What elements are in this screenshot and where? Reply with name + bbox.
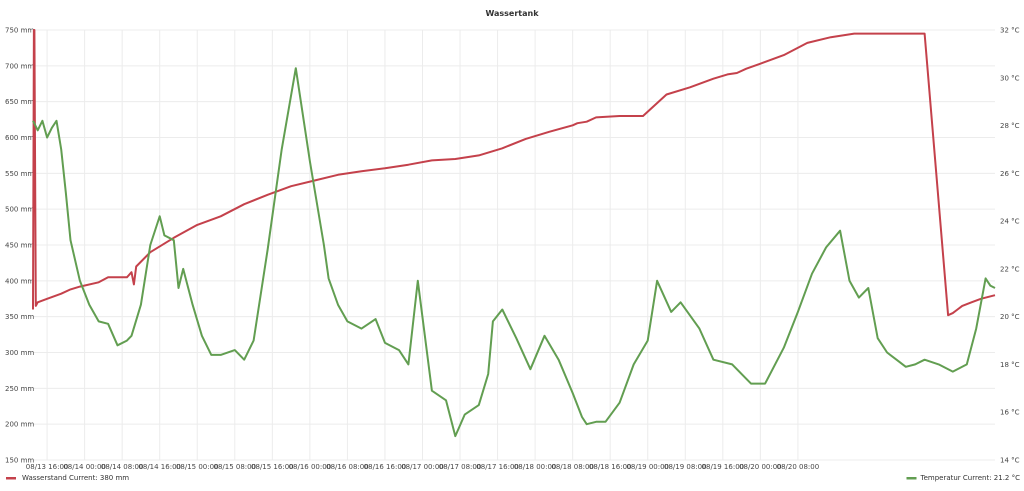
y-right-tick-label: 14 °C <box>1000 457 1020 465</box>
x-tick-label: 08/20 00:00 <box>739 463 782 471</box>
x-tick-label: 08/18 08:00 <box>551 463 594 471</box>
y-right-tick-label: 24 °C <box>1000 218 1020 226</box>
legend-swatch <box>906 477 917 480</box>
y-left-tick-label: 300 mm <box>5 349 34 357</box>
chart-title: Wassertank <box>485 9 539 18</box>
legend-swatch <box>6 477 16 480</box>
y-right-tick-label: 16 °C <box>1000 409 1020 417</box>
y-left-tick-label: 150 mm <box>5 457 34 465</box>
x-tick-label: 08/15 00:00 <box>176 463 219 471</box>
y-left-tick-label: 350 mm <box>5 313 34 321</box>
x-tick-label: 08/17 16:00 <box>476 463 519 471</box>
y-right-tick-label: 28 °C <box>1000 122 1020 130</box>
y-left-tick-label: 450 mm <box>5 242 34 250</box>
y-left-tick-label: 700 mm <box>5 62 34 70</box>
x-tick-label: 08/14 08:00 <box>101 463 144 471</box>
x-tick-label: 08/18 16:00 <box>589 463 632 471</box>
x-tick-label: 08/15 16:00 <box>251 463 294 471</box>
series-line-wasserstand <box>32 29 996 317</box>
y-right-tick-label: 32 °C <box>1000 27 1020 35</box>
series-line-temperatur <box>32 67 996 438</box>
x-tick-label: 08/17 08:00 <box>439 463 482 471</box>
x-tick-label: 08/17 00:00 <box>401 463 444 471</box>
y-left-tick-label: 500 mm <box>5 206 34 214</box>
y-left-tick-label: 650 mm <box>5 98 34 106</box>
x-tick-label: 08/16 16:00 <box>364 463 407 471</box>
x-tick-label: 08/14 00:00 <box>63 463 106 471</box>
x-tick-label: 08/19 08:00 <box>664 463 707 471</box>
y-left-tick-label: 250 mm <box>5 385 34 393</box>
y-right-tick-label: 22 °C <box>1000 265 1020 273</box>
y-right-tick-label: 30 °C <box>1000 74 1020 82</box>
x-tick-label: 08/19 00:00 <box>626 463 669 471</box>
x-tick-label: 08/20 08:00 <box>777 463 820 471</box>
y-left-tick-label: 600 mm <box>5 134 34 142</box>
x-tick-label: 08/19 16:00 <box>702 463 745 471</box>
x-tick-label: 08/16 00:00 <box>289 463 332 471</box>
legend-label: Wasserstand Current: 380 mm <box>22 474 129 482</box>
legend-item-wasserstand: Wasserstand Current: 380 mm <box>6 474 129 482</box>
x-tick-label: 08/15 08:00 <box>213 463 256 471</box>
x-tick-label: 08/14 16:00 <box>138 463 181 471</box>
y-left-tick-label: 750 mm <box>5 27 34 35</box>
legend-item-temperatur: Temperatur Current: 21.2 °C <box>906 474 1021 482</box>
y-left-tick-label: 550 mm <box>5 170 34 178</box>
y-left-tick-label: 200 mm <box>5 421 34 429</box>
y-right-tick-label: 26 °C <box>1000 170 1020 178</box>
y-right-tick-label: 18 °C <box>1000 361 1020 369</box>
y-right-tick-label: 20 °C <box>1000 313 1020 321</box>
x-tick-label: 08/16 08:00 <box>326 463 369 471</box>
legend-label: Temperatur Current: 21.2 °C <box>920 474 1021 482</box>
y-left-tick-label: 400 mm <box>5 277 34 285</box>
x-tick-label: 08/13 16:00 <box>26 463 69 471</box>
x-tick-label: 08/18 00:00 <box>514 463 557 471</box>
